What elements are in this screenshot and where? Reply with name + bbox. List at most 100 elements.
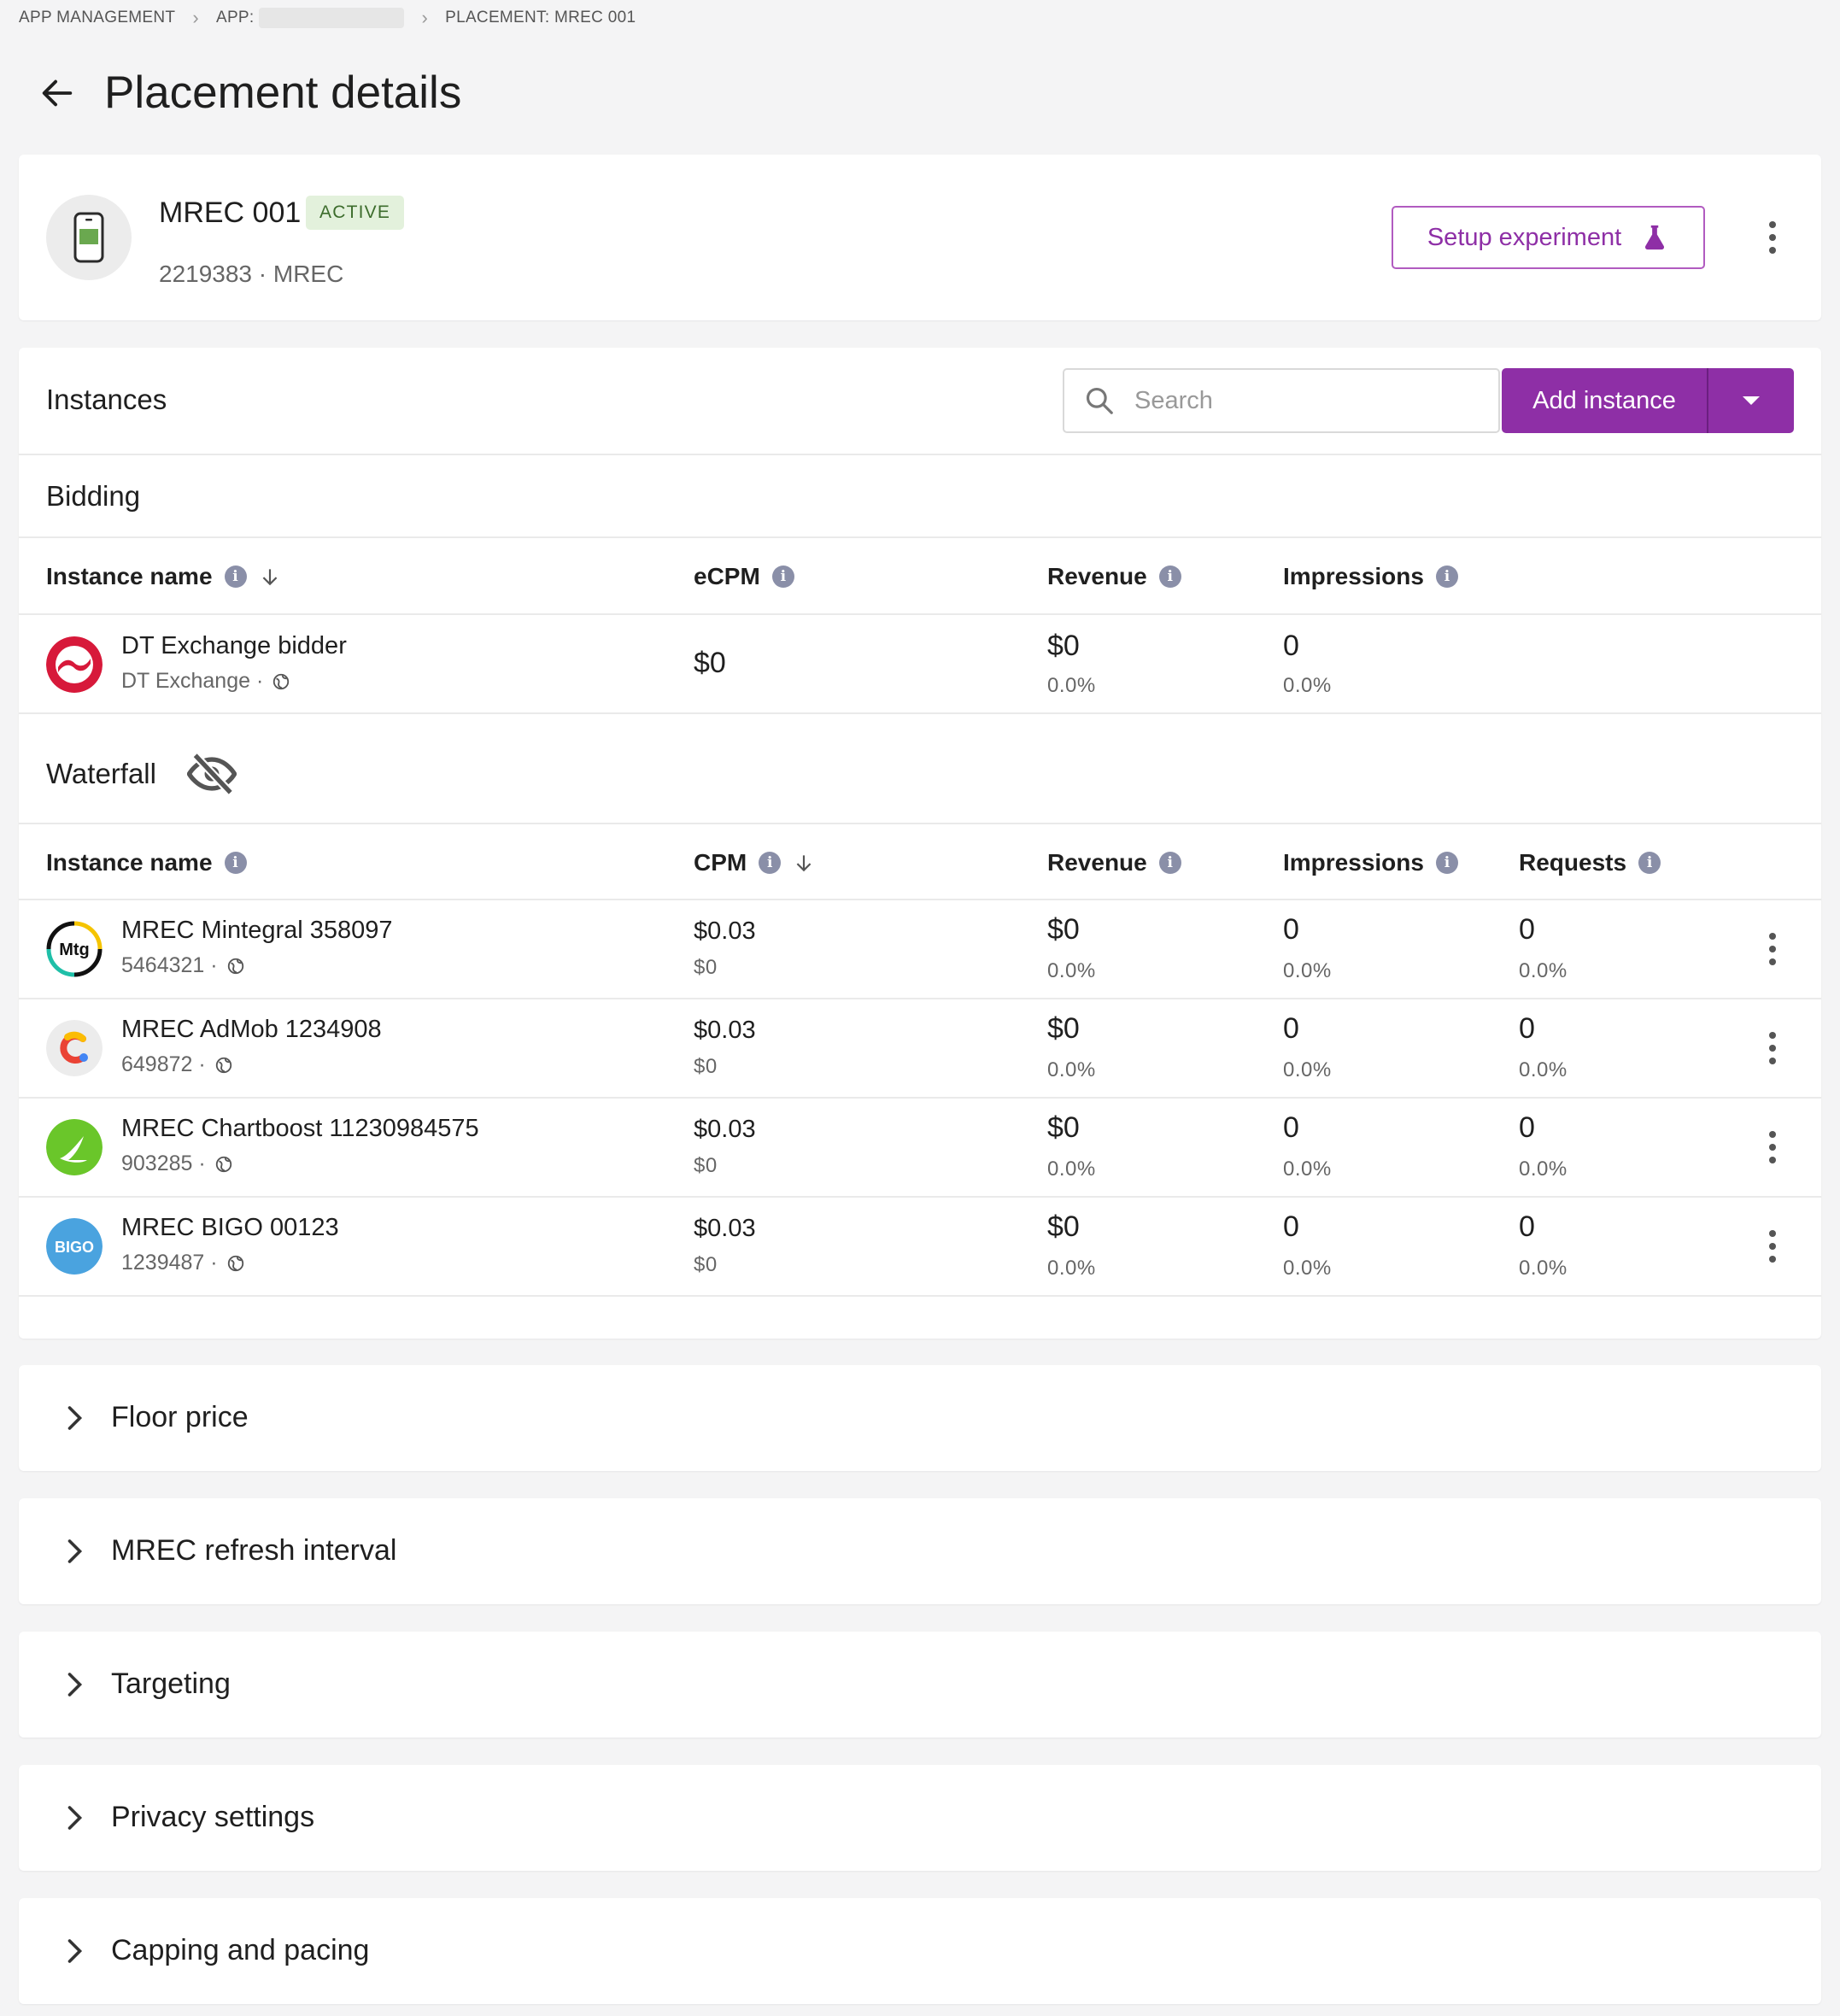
col-instance-name[interactable]: Instance name i [46, 849, 247, 876]
col-cpm[interactable]: CPM i [694, 849, 815, 876]
instance-name[interactable]: MREC Mintegral 358097 [121, 917, 393, 944]
section-privacy-settings[interactable]: Privacy settings [19, 1765, 1821, 1871]
divider [19, 1295, 1821, 1297]
impressions-pct: 0.0% [1283, 959, 1332, 982]
more-options-icon[interactable] [1760, 216, 1785, 259]
add-instance-button[interactable]: Add instance [1502, 368, 1707, 433]
col-revenue[interactable]: Revenue i [1047, 563, 1181, 590]
row-more-options-icon[interactable] [1760, 928, 1785, 970]
chevron-right-icon: › [421, 7, 429, 28]
col-label: eCPM [694, 563, 760, 589]
chevron-right-icon[interactable] [58, 1536, 89, 1567]
cpm-value: $0.03 [694, 1017, 756, 1044]
divider [19, 536, 1821, 538]
mintegral-logo-text: Mtg [59, 941, 90, 959]
col-label: Instance name [46, 563, 213, 589]
back-arrow-icon[interactable] [38, 73, 77, 113]
chevron-right-icon[interactable] [58, 1802, 89, 1833]
col-revenue[interactable]: Revenue i [1047, 849, 1181, 876]
cpm-sub: $0 [694, 956, 718, 979]
status-badge: ACTIVE [306, 196, 405, 230]
revenue-value: $0 [1047, 1012, 1080, 1045]
info-icon[interactable]: i [759, 852, 782, 874]
info-icon[interactable]: i [1638, 852, 1661, 874]
section-capping-and-pacing[interactable]: Capping and pacing [19, 1898, 1821, 2004]
info-icon[interactable]: i [1435, 852, 1458, 874]
info-icon[interactable]: i [224, 852, 247, 874]
col-label: CPM [694, 849, 747, 876]
admob-logo-icon [46, 1020, 103, 1076]
section-floor-price[interactable]: Floor price [19, 1365, 1821, 1471]
divider [19, 899, 1821, 900]
info-icon[interactable]: i [1158, 852, 1181, 874]
ecpm-value: $0 [694, 647, 726, 679]
section-title: Privacy settings [111, 1801, 315, 1833]
col-label: Revenue [1047, 563, 1147, 589]
instance-subtitle: 649872 · [121, 1052, 233, 1077]
waterfall-header: Waterfall [46, 753, 237, 795]
info-icon[interactable]: i [1158, 566, 1181, 588]
cpm-sub: $0 [694, 1154, 718, 1177]
col-ecpm[interactable]: eCPM i [694, 563, 794, 590]
revenue-pct: 0.0% [1047, 959, 1096, 982]
breadcrumb-app-management[interactable]: APP MANAGEMENT [19, 9, 176, 26]
info-icon[interactable]: i [1435, 566, 1458, 588]
requests-pct: 0.0% [1519, 1058, 1568, 1081]
revenue-pct: 0.0% [1047, 1157, 1096, 1181]
revenue-pct: 0.0% [1047, 674, 1096, 697]
col-label: Impressions [1283, 849, 1424, 876]
sort-down-icon[interactable] [793, 851, 815, 875]
placement-id-type: 2219383 · MREC [159, 261, 344, 287]
requests-pct: 0.0% [1519, 959, 1568, 982]
waterfall-title: Waterfall [46, 758, 156, 789]
phone-icon [73, 212, 104, 263]
add-instance-label: Add instance [1532, 386, 1676, 414]
instance-id: 649872 · [121, 1052, 206, 1076]
setup-experiment-button[interactable]: Setup experiment [1392, 206, 1705, 269]
revenue-pct: 0.0% [1047, 1058, 1096, 1081]
search-box[interactable] [1063, 368, 1500, 433]
instance-subtitle: DT Exchange · [121, 669, 290, 694]
section-mrec-refresh-interval[interactable]: MREC refresh interval [19, 1498, 1821, 1604]
impressions-value: 0 [1283, 913, 1299, 946]
bigo-logo-icon: BIGO [46, 1218, 103, 1275]
instance-name[interactable]: MREC AdMob 1234908 [121, 1016, 382, 1043]
instance-name[interactable]: DT Exchange bidder [121, 632, 347, 659]
row-more-options-icon[interactable] [1760, 1225, 1785, 1268]
breadcrumb: APP MANAGEMENT › APP: › PLACEMENT: MREC … [19, 7, 636, 28]
chevron-right-icon: › [192, 7, 199, 28]
requests-value: 0 [1519, 1210, 1535, 1243]
cpm-sub: $0 [694, 1055, 718, 1078]
instance-name[interactable]: MREC Chartboost 11230984575 [121, 1115, 479, 1142]
placement-summary-card: MREC 001 ACTIVE 2219383 · MREC Setup exp… [19, 155, 1821, 320]
instance-subtitle: 1239487 · [121, 1251, 245, 1275]
impressions-pct: 0.0% [1283, 1058, 1332, 1081]
info-icon[interactable]: i [224, 566, 247, 588]
chevron-right-icon[interactable] [58, 1403, 89, 1433]
chevron-right-icon[interactable] [58, 1669, 89, 1700]
redacted-app-name [259, 8, 405, 28]
col-impressions[interactable]: Impressions i [1283, 849, 1458, 876]
col-instance-name[interactable]: Instance name i [46, 563, 281, 590]
globe-icon [227, 958, 243, 974]
col-impressions[interactable]: Impressions i [1283, 563, 1458, 590]
chevron-right-icon[interactable] [58, 1936, 89, 1966]
dt-exchange-logo-icon [46, 636, 103, 693]
eye-off-icon[interactable] [186, 753, 237, 795]
section-targeting[interactable]: Targeting [19, 1632, 1821, 1738]
info-icon[interactable]: i [771, 566, 794, 588]
breadcrumb-app[interactable]: APP: [216, 8, 405, 28]
globe-icon [227, 1255, 243, 1271]
col-label: Requests [1519, 849, 1627, 876]
divider [19, 823, 1821, 824]
bigo-logo-text: BIGO [55, 1239, 94, 1256]
row-more-options-icon[interactable] [1760, 1027, 1785, 1070]
instance-name[interactable]: MREC BIGO 00123 [121, 1214, 339, 1241]
impressions-pct: 0.0% [1283, 1257, 1332, 1280]
add-instance-dropdown-button[interactable] [1708, 368, 1794, 433]
col-requests[interactable]: Requests i [1519, 849, 1661, 876]
search-input[interactable] [1134, 386, 1476, 415]
placement-name: MREC 001 [159, 196, 302, 229]
sort-down-icon[interactable] [259, 565, 281, 589]
row-more-options-icon[interactable] [1760, 1126, 1785, 1169]
